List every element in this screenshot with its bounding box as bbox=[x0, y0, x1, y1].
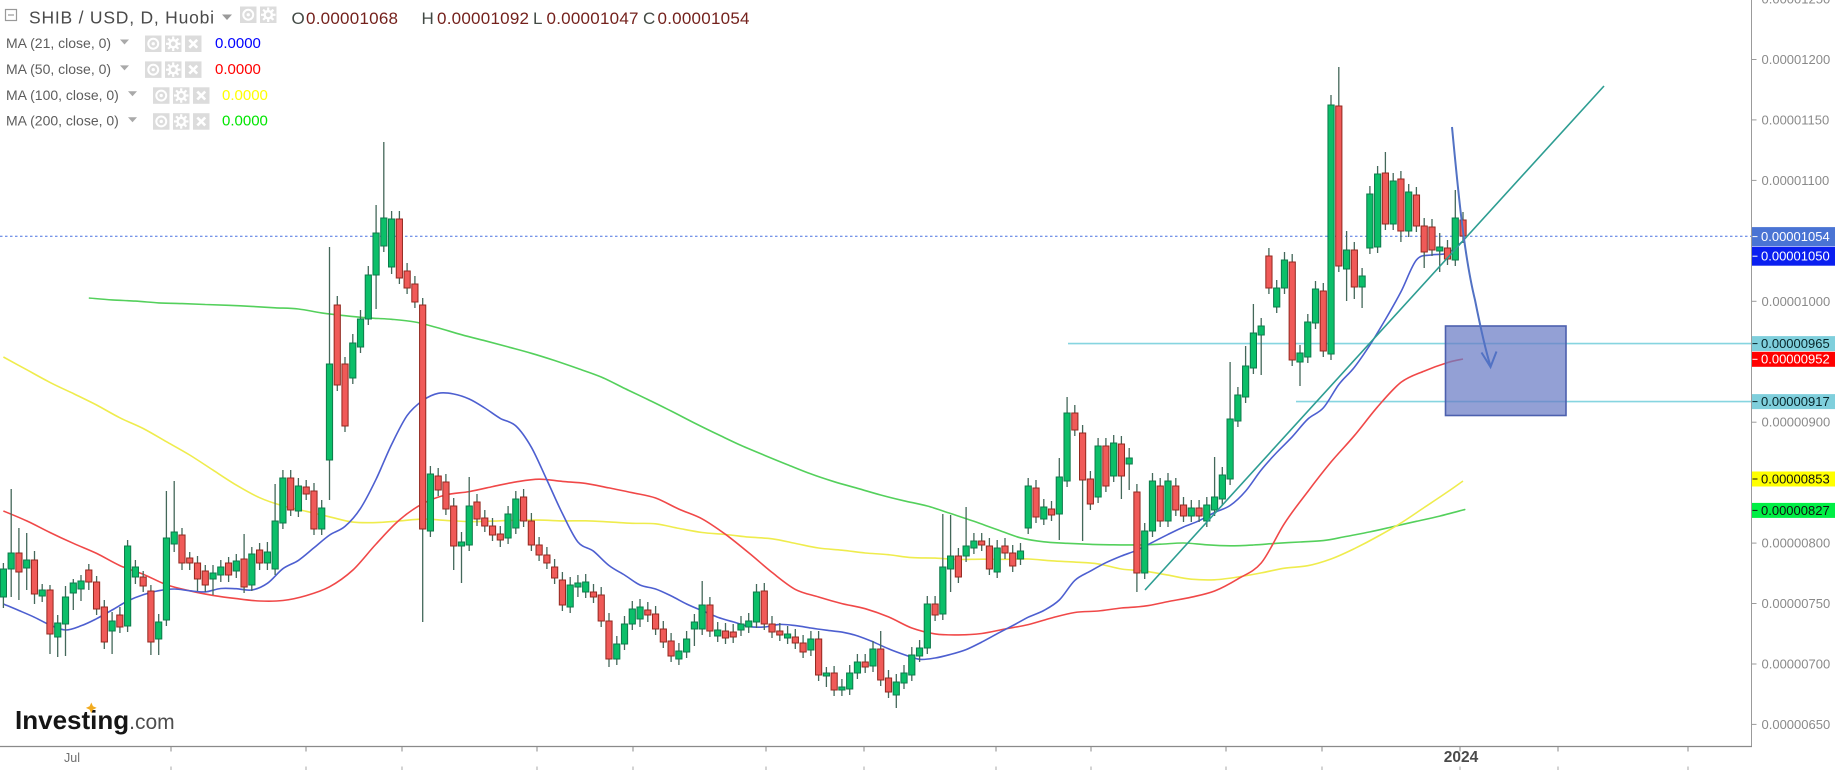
svg-text:C: C bbox=[643, 9, 655, 28]
svg-text:2024: 2024 bbox=[1444, 749, 1479, 766]
svg-text:0.0000: 0.0000 bbox=[215, 61, 261, 78]
svg-text:0.00000965: 0.00000965 bbox=[1761, 336, 1830, 351]
svg-text:L: L bbox=[533, 9, 542, 28]
svg-text:0.00000800: 0.00000800 bbox=[1762, 536, 1831, 551]
svg-text:0.00001150: 0.00001150 bbox=[1762, 112, 1830, 127]
svg-text:0.00000650: 0.00000650 bbox=[1762, 717, 1831, 732]
svg-text:0.00000750: 0.00000750 bbox=[1762, 596, 1831, 611]
svg-text:0.00001092: 0.00001092 bbox=[437, 9, 529, 28]
svg-text:SHIB / USD, D, Huobi: SHIB / USD, D, Huobi bbox=[29, 8, 214, 28]
svg-text:0.00000700: 0.00000700 bbox=[1762, 657, 1831, 672]
svg-text:0.0000: 0.0000 bbox=[222, 87, 268, 104]
svg-text:0.00000952: 0.00000952 bbox=[1761, 352, 1830, 367]
svg-text:0.0000: 0.0000 bbox=[215, 35, 261, 52]
svg-text:0.00001050: 0.00001050 bbox=[1761, 249, 1830, 264]
svg-text:H: H bbox=[422, 9, 434, 28]
svg-text:MA (21, close, 0): MA (21, close, 0) bbox=[6, 35, 111, 51]
svg-text:MA (200, close, 0): MA (200, close, 0) bbox=[6, 113, 119, 129]
svg-text:0.00001100: 0.00001100 bbox=[1762, 173, 1830, 188]
svg-text:MA (100, close, 0): MA (100, close, 0) bbox=[6, 87, 119, 103]
svg-text:0.00001047: 0.00001047 bbox=[547, 9, 639, 28]
svg-text:0.00001068: 0.00001068 bbox=[306, 9, 398, 28]
svg-text:0.0000: 0.0000 bbox=[222, 113, 268, 130]
svg-text:O: O bbox=[292, 9, 305, 28]
svg-text:Jul: Jul bbox=[64, 751, 80, 765]
svg-text:0.00000853: 0.00000853 bbox=[1761, 471, 1830, 486]
svg-text:0.00000917: 0.00000917 bbox=[1761, 394, 1830, 409]
svg-text:MA (50, close, 0): MA (50, close, 0) bbox=[6, 61, 111, 77]
svg-text:0.00000827: 0.00000827 bbox=[1761, 503, 1830, 518]
svg-text:0.00001054: 0.00001054 bbox=[658, 9, 750, 28]
svg-text:0.00001250: 0.00001250 bbox=[1762, 0, 1831, 7]
svg-text:0.00001200: 0.00001200 bbox=[1762, 52, 1831, 67]
svg-text:0.00001000: 0.00001000 bbox=[1762, 294, 1831, 309]
svg-text:0.00000900: 0.00000900 bbox=[1762, 415, 1831, 430]
svg-text:0.00001054: 0.00001054 bbox=[1761, 229, 1830, 244]
